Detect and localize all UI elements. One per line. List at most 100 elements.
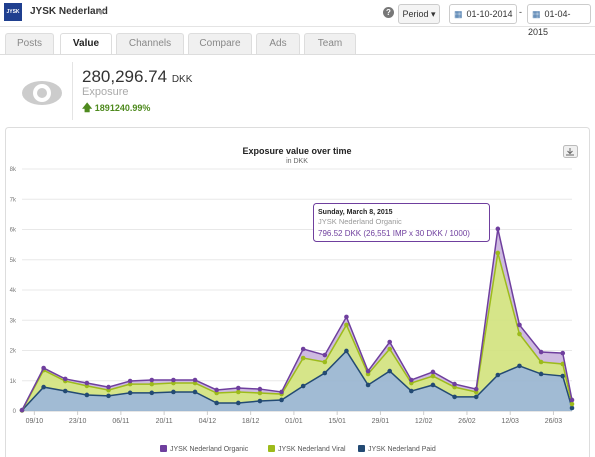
date-from[interactable]: ▦ 01-10-2014: [449, 4, 517, 24]
legend-label: JYSK Nederland Organic: [170, 446, 249, 453]
point: [495, 226, 501, 232]
x-tick-label: 06/11: [112, 418, 129, 425]
point: [19, 407, 25, 413]
point: [538, 371, 544, 377]
tooltip-box: [313, 203, 490, 242]
point: [560, 361, 566, 367]
point: [569, 397, 575, 403]
legend-swatch: [358, 445, 365, 452]
point: [171, 389, 176, 395]
metric-divider: [72, 62, 73, 120]
point: [452, 381, 457, 387]
x-tick-label: 23/10: [69, 418, 87, 425]
metric-change: 🡅 1891240.99%: [82, 103, 151, 114]
y-tick-label: 4k: [10, 288, 17, 294]
tab[interactable]: Channels: [116, 33, 184, 54]
metric-value: 280,296.74 DKK: [82, 67, 192, 87]
x-tick-label: 18/12: [242, 418, 260, 425]
chart-subtitle: in DKK: [286, 158, 308, 165]
point: [365, 368, 371, 374]
point: [569, 405, 575, 411]
period-button[interactable]: Period ▾: [398, 4, 440, 24]
tab[interactable]: Ads: [256, 33, 300, 54]
date-separator: -: [519, 7, 522, 17]
y-tick-label: 3k: [10, 318, 17, 324]
y-tick-label: 7k: [10, 197, 17, 203]
x-tick-label: 12/02: [415, 418, 433, 425]
point: [538, 359, 544, 365]
tooltip-series: JYSK Nederland Organic: [318, 217, 402, 226]
x-tick-label: 01/01: [285, 418, 303, 425]
metric-label: Exposure: [82, 86, 129, 98]
point: [409, 388, 414, 394]
download-button[interactable]: [563, 145, 578, 158]
point: [257, 390, 263, 396]
tab[interactable]: Team: [304, 33, 356, 54]
point: [257, 386, 263, 392]
y-tick-label: 5k: [10, 258, 17, 264]
legend-swatch: [160, 445, 167, 452]
point: [473, 386, 479, 392]
tab[interactable]: Posts: [5, 33, 54, 54]
point: [344, 314, 349, 320]
x-tick-label: 26/03: [545, 418, 563, 425]
tab[interactable]: Value: [60, 33, 112, 55]
y-tick-label: 1k: [10, 379, 17, 385]
point: [300, 355, 306, 361]
point: [569, 401, 575, 407]
x-tick-label: 26/02: [458, 418, 476, 425]
point: [127, 390, 133, 396]
point: [300, 346, 306, 352]
point: [452, 394, 457, 400]
point: [430, 369, 436, 375]
point: [300, 383, 306, 389]
x-tick-label: 04/12: [199, 418, 217, 425]
legend-swatch: [268, 445, 275, 452]
x-tick-label: 15/01: [328, 418, 346, 425]
metric-unit: DKK: [171, 74, 193, 85]
point: [171, 377, 176, 383]
point: [495, 250, 501, 256]
point: [430, 382, 436, 388]
date-from-text: 01-10-2014: [466, 9, 513, 19]
help-icon[interactable]: ?: [383, 7, 394, 18]
point: [387, 339, 392, 345]
point: [106, 393, 111, 399]
point: [192, 377, 198, 383]
logo[interactable]: JYSK: [4, 3, 22, 21]
y-tick-label: 8k: [10, 167, 17, 173]
point: [149, 377, 155, 383]
legend-label: JYSK Nederland Paid: [368, 446, 436, 453]
top-bar: JYSK JYSK Nederland ? Period ▾ ▦ 01-10-20…: [0, 0, 595, 37]
metric-change-text: 1891240.99%: [94, 103, 151, 113]
point: [41, 384, 46, 390]
point: [84, 380, 90, 386]
tooltip-text: 796.52 DKK (26,551 IMP x 30 DKK / 1000): [318, 229, 470, 238]
tooltip-title: Sunday, March 8, 2015: [318, 209, 393, 216]
area: [22, 350, 572, 411]
point: [279, 397, 284, 403]
point: [235, 385, 241, 391]
eye-icon: [22, 81, 62, 105]
chart-panel: [5, 127, 590, 457]
date-to[interactable]: ▦ 01-04-2015: [527, 4, 591, 37]
point: [257, 398, 263, 404]
point: [62, 388, 68, 394]
dropdown-caret[interactable]: [97, 10, 105, 15]
chart-title: Exposure value over time: [242, 146, 351, 156]
point: [365, 382, 371, 388]
point: [84, 392, 90, 398]
y-tick-label: 6k: [10, 228, 17, 234]
tab[interactable]: Compare: [188, 33, 252, 54]
point: [560, 350, 566, 356]
point: [127, 378, 133, 384]
point: [517, 331, 522, 337]
period-label: Period: [402, 9, 429, 19]
point: [106, 384, 111, 390]
point: [235, 389, 241, 395]
point: [322, 359, 328, 365]
account-name[interactable]: JYSK Nederland: [30, 6, 108, 17]
point: [473, 394, 479, 400]
